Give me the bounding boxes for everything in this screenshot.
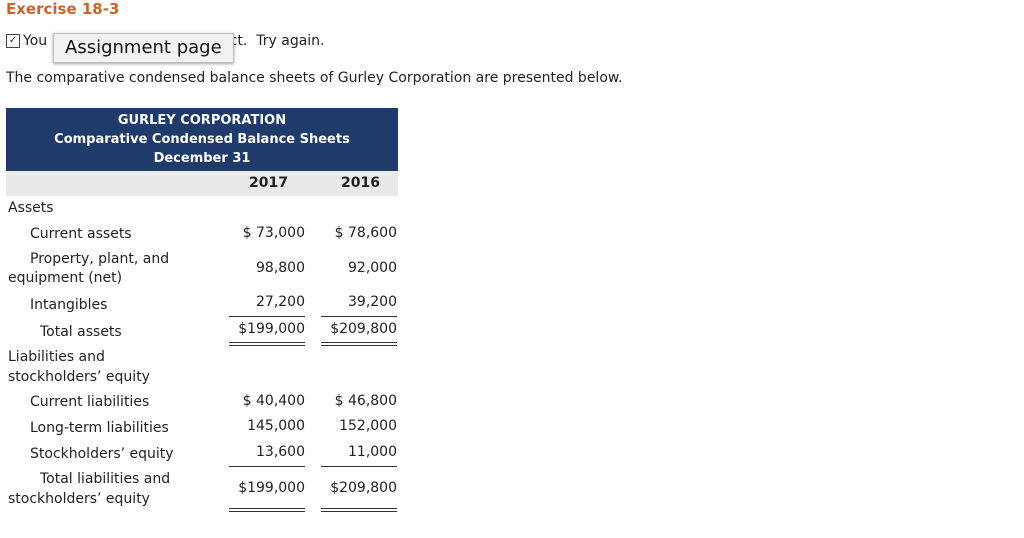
ppe-2017: 98,800 <box>256 260 305 276</box>
longterm-liabilities-2016: 152,000 <box>339 418 397 434</box>
liabilities-label-line1: Liabilities and <box>8 349 105 365</box>
subtotal-rule-2017 <box>229 316 305 317</box>
liab-subtotal-rule-2017 <box>229 466 305 467</box>
year-2016: 2016 <box>341 175 380 191</box>
edit-check-icon[interactable]: ✓ <box>6 34 20 48</box>
exercise-title: Exercise 18-3 <box>6 0 120 18</box>
assets-label: Assets <box>8 200 54 216</box>
total-le-label-line1: Total liabilities and <box>40 471 171 487</box>
intangibles-label: Intangibles <box>30 297 108 313</box>
total-le-2017: $199,000 <box>238 480 305 496</box>
stockholders-equity-2017: 13,600 <box>256 444 305 460</box>
total-assets-2017: $199,000 <box>238 321 305 337</box>
stockholders-equity-2016: 11,000 <box>348 444 397 460</box>
intangibles-2016: 39,200 <box>348 294 397 310</box>
statement-date: December 31 <box>153 151 251 166</box>
current-liabilities-2017: $ 40,400 <box>242 393 305 409</box>
company-name: GURLEY CORPORATION <box>117 113 287 128</box>
total-le-2016: $209,800 <box>330 480 397 496</box>
current-liabilities-2016: $ 46,800 <box>334 393 397 409</box>
total-le-label-line2: stockholders’ equity <box>8 491 150 507</box>
current-assets-2016: $ 78,600 <box>334 225 397 241</box>
total-le-double-rule-2016 <box>321 508 397 512</box>
intro-text: The comparative condensed balance sheets… <box>6 70 623 86</box>
ppe-label-line2: equipment (net) <box>8 270 123 286</box>
current-assets-2017: $ 73,000 <box>242 225 305 241</box>
liabilities-label-line2: stockholders’ equity <box>8 369 150 385</box>
balance-sheet-table: GURLEY CORPORATION Comparative Condensed… <box>6 108 398 196</box>
subtotal-rule-2016 <box>321 316 397 317</box>
total-le-double-rule-2017 <box>229 508 305 512</box>
longterm-liabilities-label: Long-term liabilities <box>30 420 169 436</box>
assignment-page-tooltip: Assignment page <box>53 33 234 63</box>
intangibles-2017: 27,200 <box>256 294 305 310</box>
stockholders-equity-label: Stockholders’ equity <box>30 446 174 462</box>
current-assets-label: Current assets <box>30 226 132 242</box>
total-assets-label: Total assets <box>40 324 122 340</box>
year-header-row: 2017 2016 <box>6 171 398 196</box>
ppe-2016: 92,000 <box>348 260 397 276</box>
table-header: GURLEY CORPORATION Comparative Condensed… <box>6 108 398 171</box>
current-liabilities-label: Current liabilities <box>30 394 150 410</box>
longterm-liabilities-2017: 145,000 <box>247 418 305 434</box>
liab-subtotal-rule-2016 <box>321 466 397 467</box>
statement-title: Comparative Condensed Balance Sheets <box>54 132 350 147</box>
total-assets-double-rule-2017 <box>229 342 305 346</box>
year-2017: 2017 <box>249 175 288 191</box>
status-text-start: You <box>23 33 48 49</box>
total-assets-2016: $209,800 <box>330 321 397 337</box>
ppe-label-line1: Property, plant, and <box>30 251 170 267</box>
total-assets-double-rule-2016 <box>321 342 397 346</box>
